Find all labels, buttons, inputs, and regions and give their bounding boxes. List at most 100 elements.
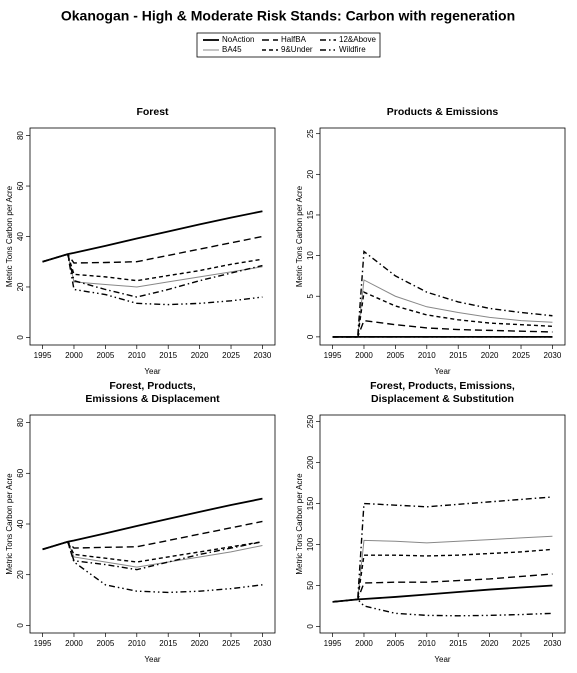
series-line (42, 235, 263, 264)
y-tick-label: 0 (306, 334, 315, 339)
x-axis-label: Year (434, 367, 451, 376)
series-line (42, 540, 263, 571)
x-tick-label: 2000 (355, 639, 373, 648)
x-tick-label: 1995 (324, 351, 342, 360)
plot-box (29, 414, 276, 634)
series-line (42, 253, 263, 288)
x-tick-label: 2020 (481, 639, 499, 648)
y-tick-label: 50 (306, 580, 315, 589)
plot-box (319, 414, 566, 634)
series-line (42, 210, 263, 263)
y-tick-label: 25 (306, 129, 315, 138)
x-tick-label: 2015 (159, 639, 177, 648)
x-tick-label: 1995 (34, 351, 52, 360)
x-tick-label: 2010 (418, 351, 436, 360)
x-tick-label: 2005 (96, 639, 114, 648)
series-line (42, 520, 263, 551)
y-tick-label: 20 (16, 570, 25, 579)
y-tick-label: 200 (306, 455, 315, 469)
series-line (42, 541, 263, 568)
y-axis-label: Metric Tons Carbon per Acre (295, 473, 304, 575)
series-line (332, 291, 553, 338)
plot-box (319, 127, 566, 346)
x-tick-label: 2030 (544, 351, 562, 360)
series-line (42, 540, 263, 594)
x-tick-label: 2010 (128, 351, 146, 360)
x-tick-label: 2020 (191, 351, 209, 360)
x-tick-label: 2025 (222, 351, 240, 360)
series-line (42, 253, 263, 306)
x-axis-label: Year (144, 655, 161, 664)
chart-title: Emissions & Displacement (85, 393, 220, 405)
legend-label: HalfBA (281, 35, 307, 44)
y-tick-label: 20 (306, 169, 315, 178)
x-tick-label: 2000 (355, 351, 373, 360)
y-tick-label: 0 (306, 624, 315, 629)
x-tick-label: 2030 (544, 639, 562, 648)
x-tick-label: 2005 (386, 351, 404, 360)
legend-label: 12&Above (339, 35, 376, 44)
y-tick-label: 20 (16, 282, 25, 291)
y-tick-label: 150 (306, 496, 315, 510)
y-tick-label: 40 (16, 232, 25, 241)
x-tick-label: 1995 (34, 639, 52, 648)
chart-title: Forest, Products, Emissions, (370, 380, 515, 392)
main-title: Okanogan - High & Moderate Risk Stands: … (61, 8, 515, 24)
y-tick-label: 80 (16, 131, 25, 140)
x-axis-label: Year (434, 655, 451, 664)
series-line (332, 535, 553, 603)
x-tick-label: 2025 (512, 639, 530, 648)
series-line (332, 598, 553, 617)
y-tick-label: 40 (16, 519, 25, 528)
x-tick-label: 2030 (254, 639, 272, 648)
plot-box (29, 127, 276, 346)
chart-title: Forest, Products, (109, 380, 195, 392)
x-tick-label: 1995 (324, 639, 342, 648)
y-tick-label: 100 (306, 537, 315, 551)
y-axis-label: Metric Tons Carbon per Acre (5, 185, 14, 287)
x-tick-label: 2000 (65, 639, 83, 648)
series-line (332, 319, 553, 338)
legend-label: NoAction (222, 35, 254, 44)
y-axis-label: Metric Tons Carbon per Acre (5, 473, 14, 575)
legend-box (196, 32, 381, 58)
y-tick-label: 60 (16, 181, 25, 190)
y-tick-label: 250 (306, 414, 315, 428)
chart-title: Forest (136, 106, 169, 118)
x-tick-label: 2020 (191, 639, 209, 648)
legend-label: 9&Under (281, 45, 313, 54)
x-tick-label: 2015 (449, 351, 467, 360)
x-tick-label: 2010 (128, 639, 146, 648)
y-tick-label: 0 (16, 335, 25, 340)
chart-title: Products & Emissions (387, 106, 499, 118)
y-tick-label: 5 (306, 293, 315, 298)
y-tick-label: 80 (16, 418, 25, 427)
legend-label: BA45 (222, 45, 242, 54)
series-line (42, 253, 263, 298)
x-tick-label: 2010 (418, 639, 436, 648)
x-tick-label: 2005 (96, 351, 114, 360)
x-tick-label: 2015 (449, 639, 467, 648)
x-tick-label: 2015 (159, 351, 177, 360)
series-line (332, 250, 553, 338)
y-tick-label: 0 (16, 623, 25, 628)
x-tick-label: 2000 (65, 351, 83, 360)
series-line (332, 584, 553, 603)
y-tick-label: 15 (306, 210, 315, 219)
x-tick-label: 2025 (222, 639, 240, 648)
series-line (332, 496, 553, 603)
x-tick-label: 2025 (512, 351, 530, 360)
chart-title: Displacement & Substitution (371, 393, 514, 405)
legend-label: Wildfire (339, 45, 366, 54)
x-tick-label: 2020 (481, 351, 499, 360)
y-tick-label: 60 (16, 468, 25, 477)
y-axis-label: Metric Tons Carbon per Acre (295, 185, 304, 287)
x-tick-label: 2005 (386, 639, 404, 648)
x-tick-label: 2030 (254, 351, 272, 360)
x-axis-label: Year (144, 367, 161, 376)
series-line (332, 573, 553, 603)
series-line (42, 497, 263, 551)
y-tick-label: 10 (306, 251, 315, 260)
